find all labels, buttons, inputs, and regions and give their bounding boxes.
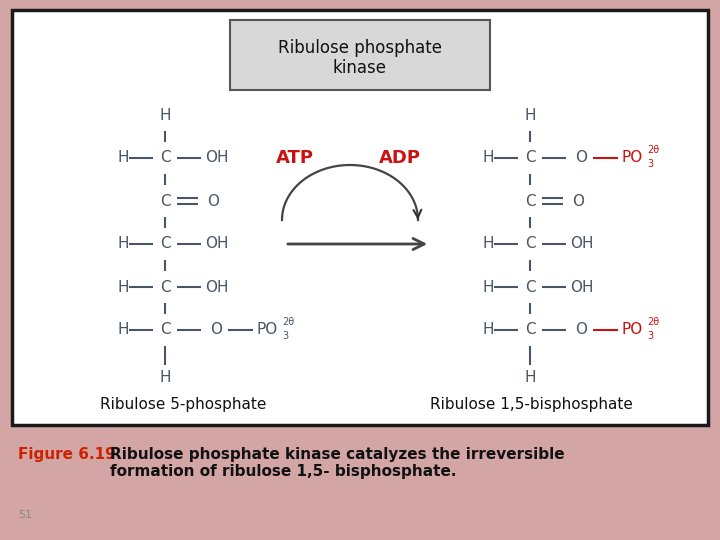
Text: C: C [525,193,535,208]
Text: O: O [575,322,587,338]
Text: C: C [525,151,535,165]
Text: Figure 6.19: Figure 6.19 [18,447,116,462]
Text: OH: OH [205,280,229,294]
Text: H: H [117,322,129,338]
Text: 2θ: 2θ [647,317,659,327]
Text: OH: OH [205,151,229,165]
Text: PO: PO [256,322,278,338]
Text: H: H [159,370,171,386]
Text: C: C [160,322,171,338]
Text: Ribulose 5-phosphate: Ribulose 5-phosphate [100,397,266,413]
Text: C: C [525,237,535,252]
Text: ATP: ATP [276,149,314,167]
Text: PO: PO [621,322,643,338]
Text: H: H [117,151,129,165]
Text: H: H [117,237,129,252]
Text: H: H [524,370,536,386]
Text: 2θ: 2θ [647,145,659,155]
Text: OH: OH [205,237,229,252]
FancyBboxPatch shape [230,20,490,90]
Text: 3: 3 [647,331,653,341]
Text: O: O [210,322,222,338]
Text: 2θ: 2θ [282,317,294,327]
Text: O: O [572,193,584,208]
Text: C: C [525,280,535,294]
Text: H: H [482,151,494,165]
Text: C: C [160,280,171,294]
Text: H: H [482,322,494,338]
Text: H: H [159,107,171,123]
Text: Ribulose phosphate
kinase: Ribulose phosphate kinase [278,38,442,77]
Text: C: C [160,237,171,252]
Text: C: C [160,193,171,208]
FancyBboxPatch shape [12,10,708,425]
Text: O: O [575,151,587,165]
Text: H: H [482,280,494,294]
Text: 3: 3 [282,331,288,341]
Text: H: H [524,107,536,123]
Text: H: H [482,237,494,252]
Text: Ribulose 1,5-bisphosphate: Ribulose 1,5-bisphosphate [430,397,633,413]
Text: H: H [117,280,129,294]
Text: OH: OH [570,280,594,294]
Text: Ribulose phosphate kinase catalyzes the irreversible
formation of ribulose 1,5- : Ribulose phosphate kinase catalyzes the … [110,447,564,480]
Text: ADP: ADP [379,149,421,167]
Text: 51: 51 [18,510,32,520]
Text: OH: OH [570,237,594,252]
Text: C: C [160,151,171,165]
Text: PO: PO [621,151,643,165]
Text: C: C [525,322,535,338]
Text: 3: 3 [647,159,653,169]
Text: O: O [207,193,219,208]
